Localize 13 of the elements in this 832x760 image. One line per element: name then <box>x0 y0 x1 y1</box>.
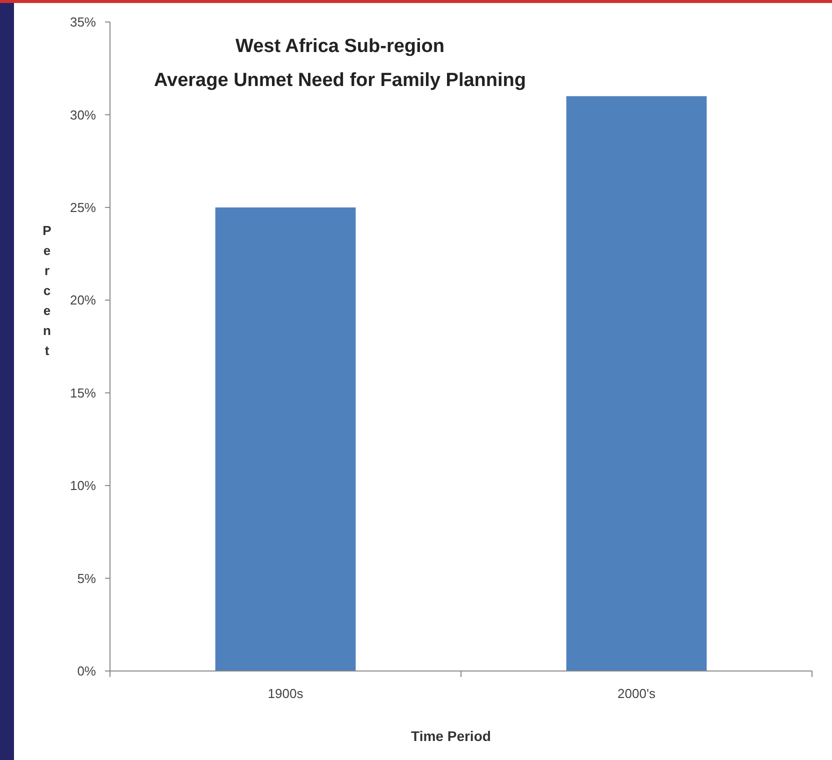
y-tick-label: 30% <box>70 107 96 122</box>
x-axis-title: Time Period <box>411 728 491 744</box>
x-tick-label: 2000's <box>618 686 656 701</box>
y-tick-label: 20% <box>70 292 96 308</box>
y-tick-label: 5% <box>77 570 96 586</box>
y-tick-label: 35% <box>70 14 96 30</box>
y-tick-label: 15% <box>70 385 96 400</box>
y-axis-title: Percent <box>42 223 52 358</box>
x-tick-label: 1900s <box>268 686 304 701</box>
y-tick-label: 0% <box>77 664 96 679</box>
y-tick-label: 10% <box>70 478 96 494</box>
text: West Africa Sub-region Average Unmet Need for Family Planning <box>154 36 526 91</box>
y-tick-label: 25% <box>70 200 96 215</box>
